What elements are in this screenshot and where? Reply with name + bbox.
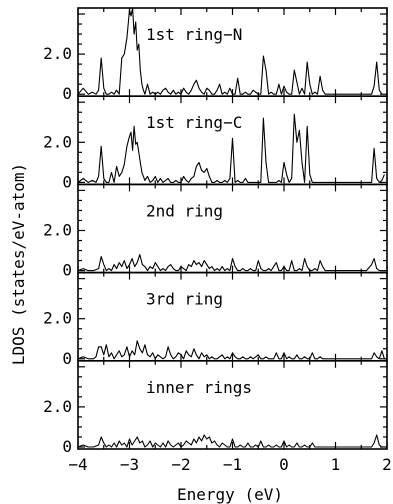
y-axis-title: LDOS (states/eV-atom) — [9, 163, 28, 365]
y-tick-label: 2.0 — [43, 44, 72, 63]
y-tick-label: 0 — [62, 84, 72, 103]
panel-1: 0 2.0 1st ring−N — [43, 7, 388, 103]
ldos-curve — [78, 113, 385, 183]
y-tick-label: 0 — [62, 261, 72, 280]
ldos-curve — [78, 340, 387, 360]
panel-4: 0 2.0 3rd ring — [43, 271, 388, 368]
panel-2: 0 2.0 1st ring−C — [43, 95, 388, 191]
chart-panels: 0 2.0 1st ring−N 0 2.0 1st ring−C 0 2.0 2nd ring… — [43, 7, 388, 456]
panel-3: 0 2.0 2nd ring — [43, 183, 388, 280]
panel-label: 1st ring−N — [146, 25, 242, 44]
panel-5: 0 2.0 inner rings — [43, 359, 388, 456]
ldos-curve — [78, 254, 387, 272]
panel-label: inner rings — [146, 378, 252, 397]
y-tick-label: 2.0 — [43, 132, 72, 151]
x-axis: −4 −3 −2 −1 0 1 2 — [68, 455, 391, 474]
ldos-curve — [78, 434, 387, 448]
y-tick-label: 2.0 — [43, 221, 72, 240]
x-tick-label: −3 — [120, 455, 139, 474]
ldos-curve — [78, 8, 383, 95]
x-tick-label: −4 — [68, 455, 87, 474]
y-tick-label: 2.0 — [43, 309, 72, 328]
x-tick-label: −1 — [223, 455, 242, 474]
x-tick-label: −2 — [171, 455, 190, 474]
y-tick-label: 2.0 — [43, 397, 72, 416]
x-tick-label: 2 — [382, 455, 392, 474]
panel-label: 3rd ring — [146, 290, 223, 309]
panel-frame — [77, 359, 388, 450]
panel-label: 1st ring−C — [146, 113, 242, 132]
x-axis-title: Energy (eV) — [177, 485, 283, 504]
panel-label: 2nd ring — [146, 201, 223, 220]
y-tick-label: 0 — [62, 437, 72, 456]
x-tick-label: 0 — [279, 455, 289, 474]
panel-frame — [77, 271, 388, 362]
y-tick-label: 0 — [62, 172, 72, 191]
y-tick-label: 0 — [62, 349, 72, 368]
x-tick-label: 1 — [331, 455, 341, 474]
